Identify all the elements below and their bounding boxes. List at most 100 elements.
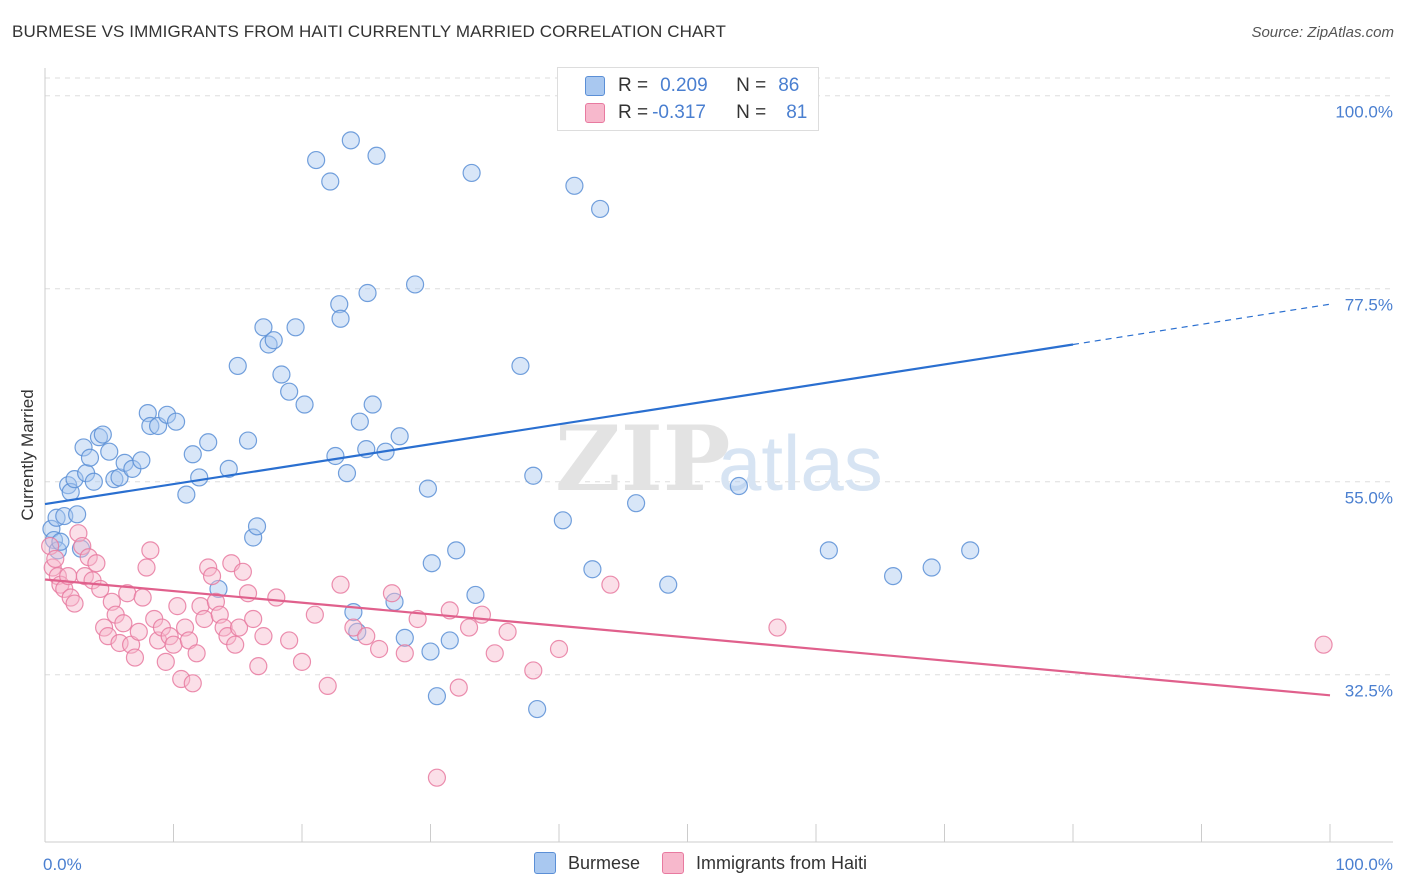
data-point: [233, 562, 252, 581]
data-point: [395, 644, 414, 663]
source-label: Source: ZipAtlas.com: [1251, 24, 1394, 41]
data-point: [226, 635, 245, 654]
data-point: [280, 631, 299, 650]
data-point: [156, 652, 175, 671]
data-point: [157, 405, 177, 424]
data-point: [408, 609, 427, 629]
data-point: [172, 669, 191, 689]
data-point: [405, 275, 425, 294]
data-point: [183, 674, 202, 693]
data-point: [133, 588, 152, 607]
data-point: [87, 554, 106, 573]
n-label: N =: [736, 102, 767, 123]
data-point: [73, 536, 92, 556]
stats-swatch-burmese: [585, 76, 605, 96]
data-point: [80, 448, 100, 467]
r-label: R =: [618, 102, 649, 123]
data-point: [553, 511, 572, 530]
trendline-burmese-extension: [1072, 303, 1331, 346]
r-label: R =: [618, 75, 649, 96]
watermark-zip: ZIP: [555, 406, 730, 512]
data-point: [524, 661, 543, 680]
data-point: [427, 687, 447, 706]
data-point: [511, 356, 530, 376]
data-point: [129, 622, 148, 641]
data-point: [626, 494, 646, 513]
data-point: [318, 676, 337, 695]
data-point: [187, 644, 206, 663]
data-point: [583, 560, 602, 579]
data-point: [421, 642, 440, 661]
data-point: [168, 597, 187, 616]
data-point: [95, 618, 114, 637]
n-label: N =: [736, 75, 767, 96]
data-point: [427, 768, 447, 787]
legend-swatch-burmese: [534, 852, 556, 874]
data-point: [264, 331, 283, 350]
n-value: 86: [778, 75, 800, 96]
legend-item-burmese: Burmese: [534, 852, 640, 874]
data-point: [280, 382, 299, 401]
data-point: [549, 639, 569, 659]
data-point: [98, 627, 118, 646]
data-point: [137, 558, 156, 577]
legend-swatch-haiti: [662, 852, 685, 874]
data-point: [141, 416, 160, 436]
data-point: [267, 588, 286, 607]
y-tick-label: 77.5%: [1345, 296, 1393, 315]
data-point: [344, 618, 363, 637]
data-point: [447, 541, 466, 560]
data-point: [244, 528, 263, 547]
data-point: [382, 584, 402, 603]
data-point: [65, 470, 84, 489]
stats-box: R = 0.209 N = 86 R = -0.317 N = 81: [557, 67, 819, 131]
data-point: [51, 532, 70, 551]
legend-label-haiti: Immigrants from Haiti: [696, 852, 868, 873]
r-value: -0.317: [652, 102, 706, 123]
data-point: [195, 609, 214, 629]
data-point: [459, 618, 479, 637]
data-point: [228, 356, 247, 376]
r-value: 0.209: [660, 75, 708, 96]
data-point: [358, 283, 377, 303]
data-point: [305, 605, 324, 624]
stats-row-burmese: R = 0.209 N = 86: [585, 73, 800, 99]
data-point: [819, 541, 838, 560]
watermark-atlas: atlas: [718, 419, 883, 507]
legend-label-burmese: Burmese: [568, 852, 641, 873]
data-point: [462, 163, 481, 183]
data-point: [47, 508, 66, 527]
data-point: [466, 585, 485, 605]
data-point: [367, 146, 386, 165]
data-point: [164, 635, 183, 654]
data-point: [160, 627, 179, 646]
data-point: [247, 517, 267, 536]
data-point: [295, 395, 314, 414]
data-point: [390, 427, 409, 446]
data-point: [166, 412, 186, 431]
data-point: [321, 172, 340, 191]
data-point: [524, 466, 543, 485]
data-point: [961, 541, 980, 560]
data-point: [350, 412, 369, 431]
y-tick-label: 32.5%: [1345, 682, 1393, 701]
data-point: [472, 605, 491, 624]
data-point: [272, 365, 291, 384]
data-point: [110, 633, 129, 653]
x-tick-label: 100.0%: [1335, 855, 1393, 874]
data-point: [114, 614, 133, 633]
series-haiti: [41, 524, 1333, 787]
data-point: [418, 479, 438, 498]
data-point: [238, 431, 258, 450]
data-point: [565, 176, 584, 195]
data-point: [46, 549, 65, 569]
data-point: [528, 699, 547, 719]
data-point: [74, 438, 93, 457]
y-tick-label: 55.0%: [1345, 489, 1393, 508]
stats-row-haiti: R = -0.317 N = 81: [585, 100, 807, 126]
data-point: [177, 485, 196, 504]
data-point: [449, 678, 468, 697]
x-tick-label: 0.0%: [43, 855, 82, 874]
data-point: [214, 618, 233, 637]
